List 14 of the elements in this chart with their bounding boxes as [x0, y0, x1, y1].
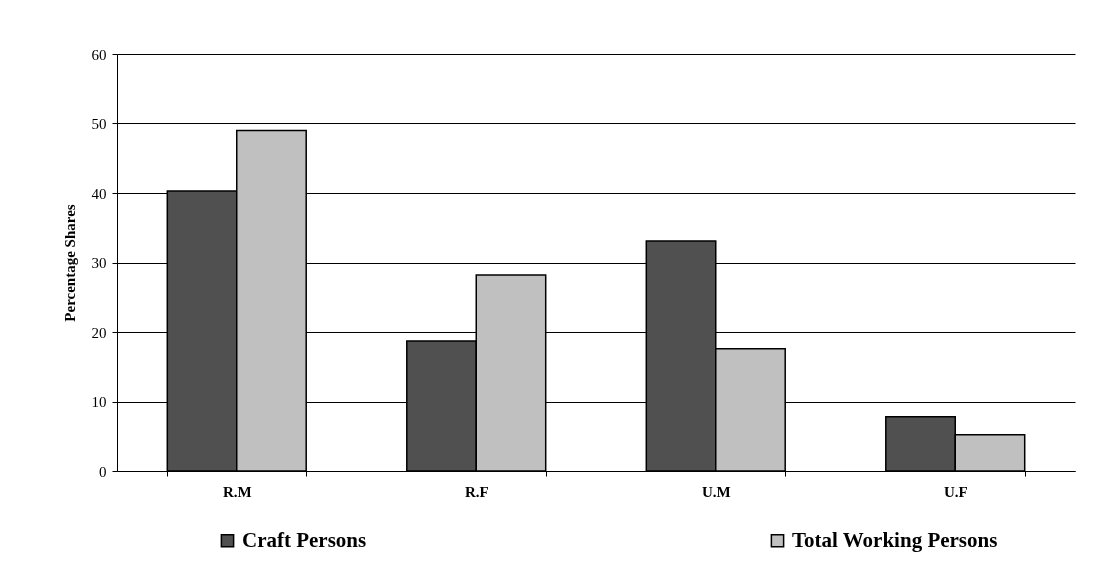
y-tick-label: 30 [91, 255, 107, 271]
y-tick-label: 50 [91, 116, 107, 132]
y-tick-label: 40 [91, 185, 107, 202]
y-tick-label: 10 [91, 394, 107, 410]
x-tick-label: R.F [464, 483, 489, 500]
x-tick-label: U.M [701, 483, 731, 500]
x-tick-label: R.M [222, 483, 252, 500]
y-tick-label: 60 [91, 46, 107, 63]
legend-label: Total Working Persons [792, 527, 998, 552]
legend-label: Craft Persons [242, 527, 367, 552]
y-axis-title: Percentage Shares [61, 204, 78, 322]
y-tick-label: 20 [91, 324, 107, 341]
y-tick-label: 0 [99, 463, 107, 480]
x-tick-label: U.F [943, 483, 968, 500]
